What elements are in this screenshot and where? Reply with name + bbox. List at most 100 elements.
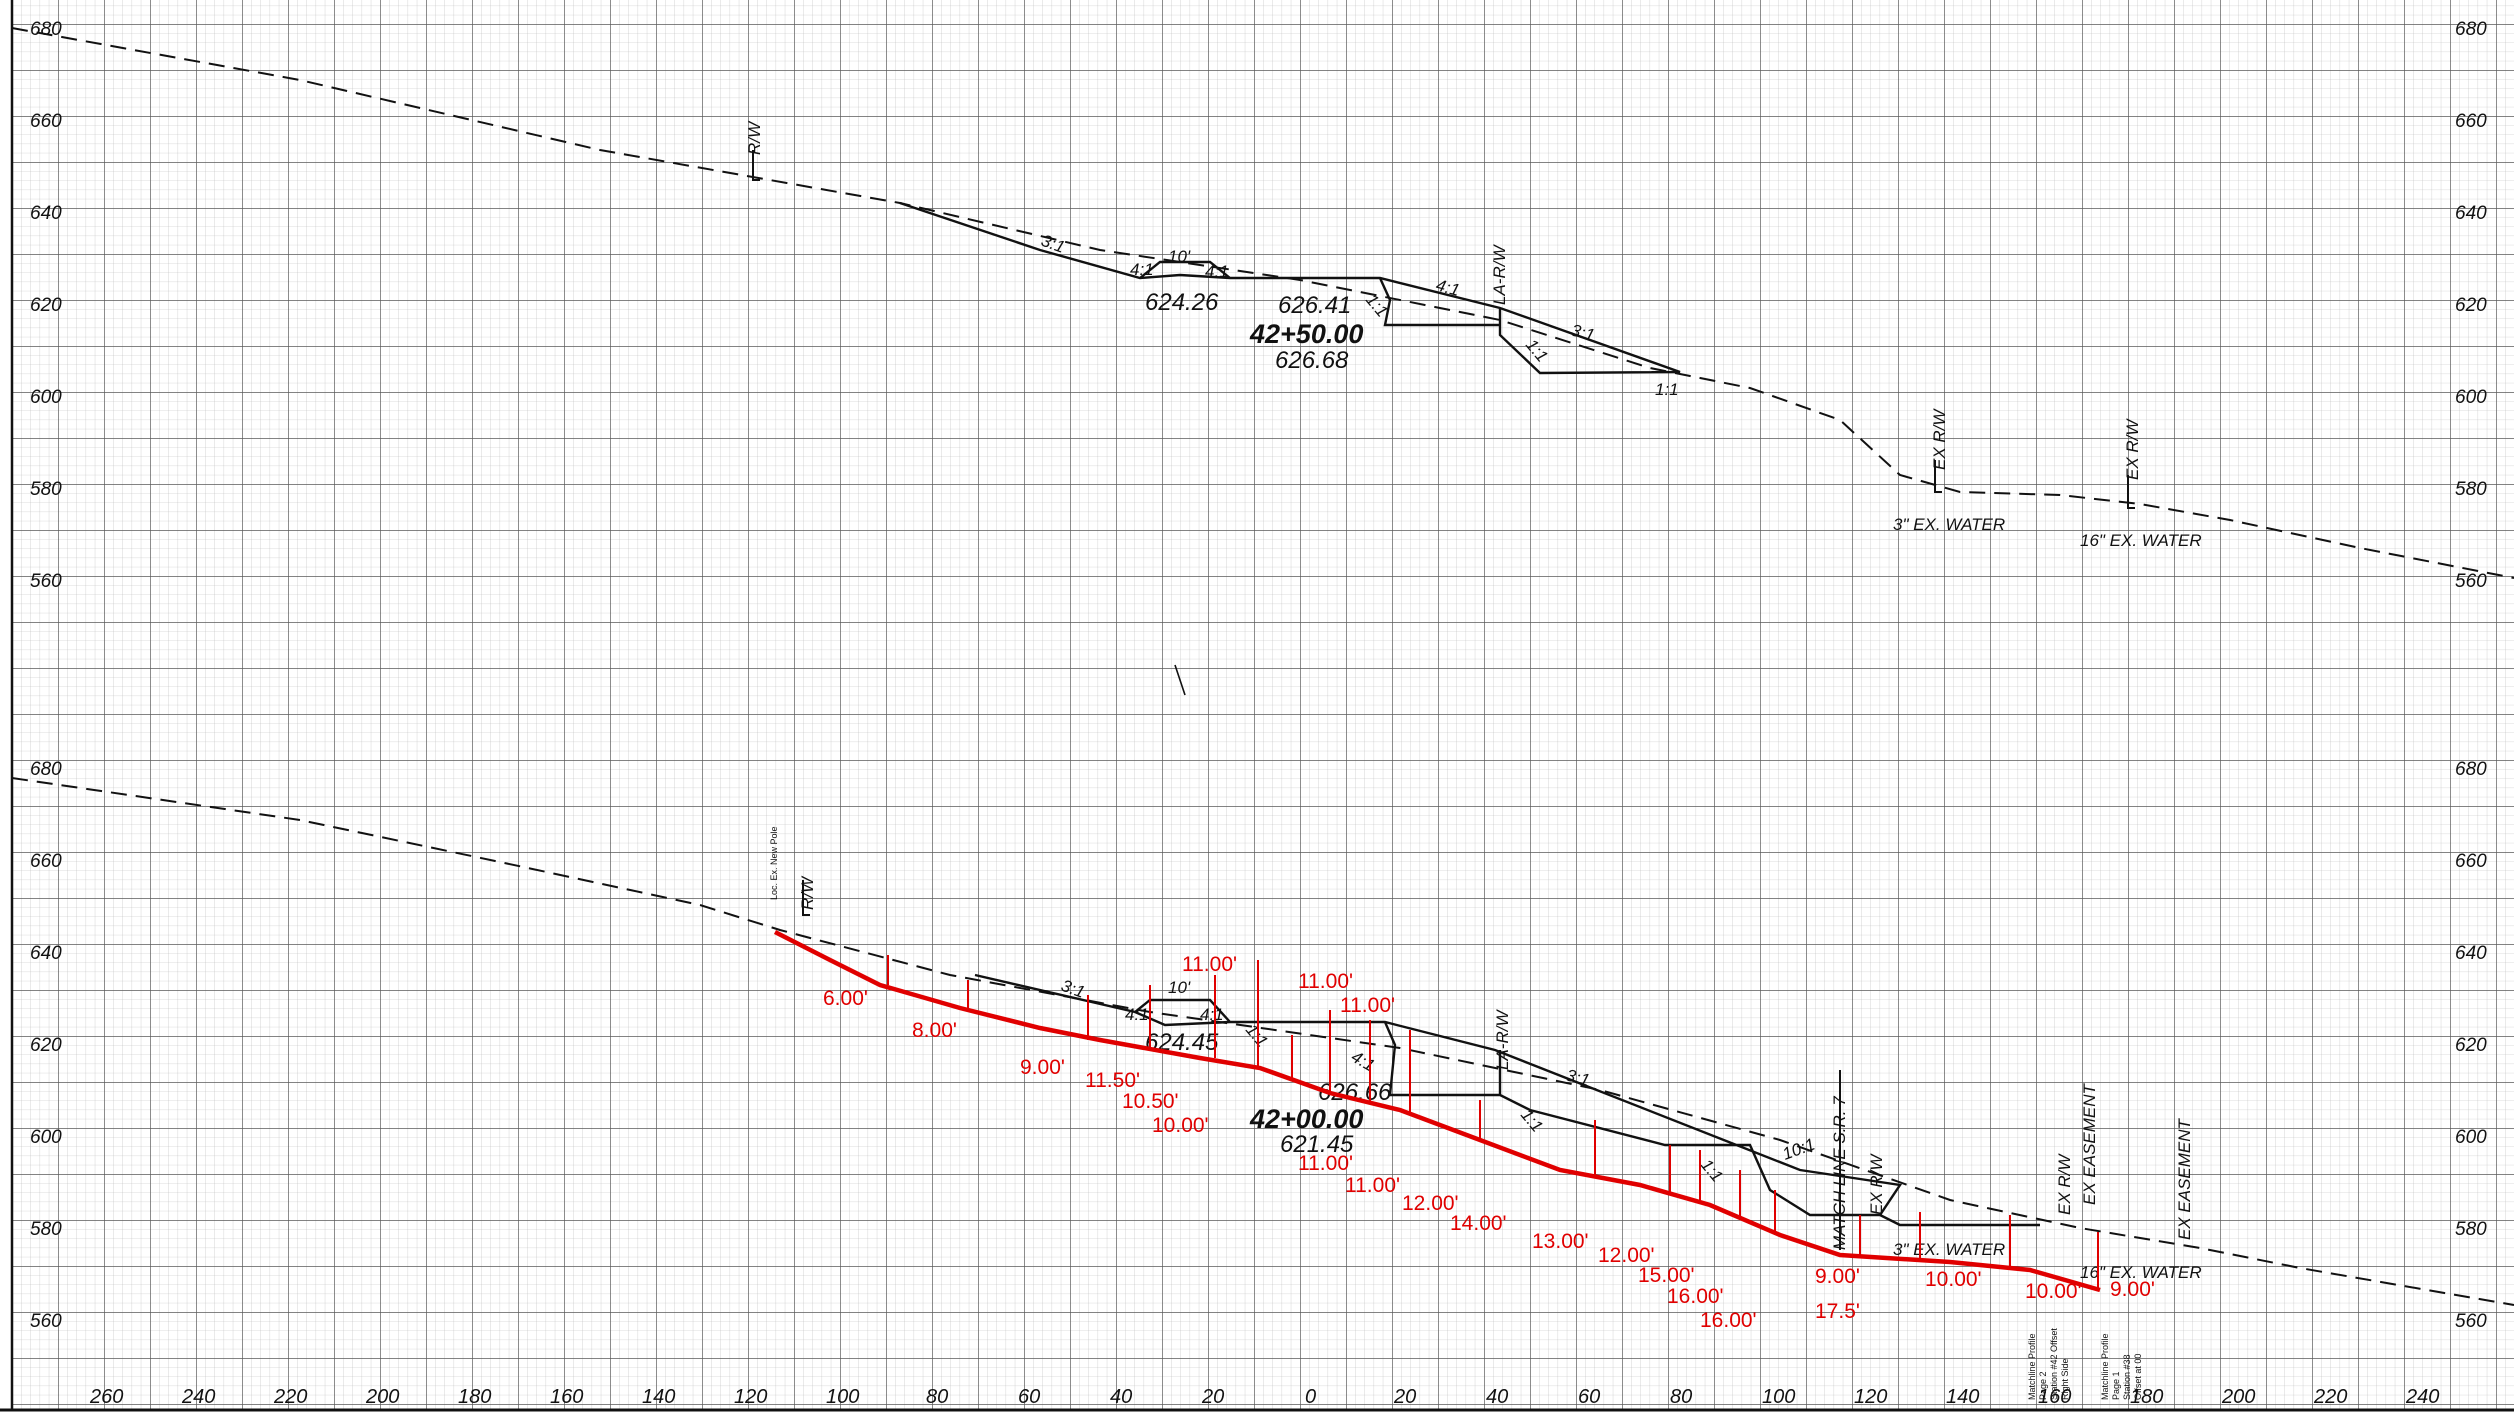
depth-label: 11.00' xyxy=(1298,1152,1353,1175)
depth-label: 15.00' xyxy=(1638,1264,1695,1287)
elev-label: 560 xyxy=(30,1311,62,1332)
lower-note: Matchline Profile xyxy=(2100,1333,2110,1400)
elev-label: 680 xyxy=(30,759,62,780)
lower-pole-note: Loc. Ex. New Pole xyxy=(769,826,779,900)
offset-label: 240 xyxy=(181,1386,215,1408)
offset-label: 260 xyxy=(89,1386,123,1408)
offset-label: 200 xyxy=(365,1386,399,1408)
depth-label: 10.00' xyxy=(1152,1114,1209,1137)
lower-note: Offset at 00 xyxy=(2133,1354,2143,1400)
elev-label: 600 xyxy=(30,1127,62,1148)
depth-label: 9.00' xyxy=(2110,1278,2155,1301)
lower-slope-label: 4:1 xyxy=(1125,1005,1149,1024)
upper-water-16-label: 16" EX. WATER xyxy=(2080,531,2202,550)
elev-label: 600 xyxy=(2455,1127,2487,1148)
upper-centerline-elevation: 626.41 xyxy=(1278,292,1351,319)
depth-label: 11.00' xyxy=(1298,970,1353,993)
lower-water-16-label: 16" EX. WATER xyxy=(2080,1263,2202,1282)
grid-paper xyxy=(12,0,2514,1410)
depth-label: 10.00' xyxy=(2025,1280,2082,1303)
upper-ditch-elevation: 624.26 xyxy=(1145,289,1219,316)
offset-label: 60 xyxy=(1018,1386,1040,1408)
upper-station-label: 42+50.00 xyxy=(1249,319,1363,349)
offset-label: 220 xyxy=(2313,1386,2347,1408)
offset-label: 220 xyxy=(273,1386,307,1408)
depth-label: 11.00' xyxy=(1340,994,1395,1017)
upper-la-rw-label: LA-R/W xyxy=(1490,244,1509,305)
lower-ex-rw-label-2: EX R/W xyxy=(2055,1153,2074,1215)
upper-water-3-label: 3" EX. WATER xyxy=(1893,515,2005,534)
lower-note: Page 2 xyxy=(2038,1371,2048,1400)
upper-slope-label: 1:1 xyxy=(1655,380,1679,399)
depth-label: 11.00' xyxy=(1345,1174,1400,1197)
offset-axis: 260 240 220 200 180 160 140 120 100 80 6… xyxy=(89,1386,2439,1408)
lower-rw-marker xyxy=(802,880,810,916)
lower-rw-label: R/W xyxy=(798,875,817,910)
depth-label: 9.00' xyxy=(1815,1265,1860,1288)
elev-label: 600 xyxy=(2455,387,2487,408)
offset-label: 100 xyxy=(1762,1386,1795,1408)
lower-note: Page 1 xyxy=(2111,1371,2121,1400)
upper-cross-section: R/W LA-R/W EX R/W EX R/W 3:1 4:1 4:1 1:1… xyxy=(11,27,2514,579)
offset-label: 80 xyxy=(926,1386,948,1408)
elev-label: 580 xyxy=(2455,1219,2487,1240)
depth-label: 8.00' xyxy=(912,1019,957,1042)
lower-ex-easement-label-2: EX EASEMENT xyxy=(2175,1117,2194,1240)
lower-match-line-label: MATCH LINE S.R. 7 xyxy=(1830,1096,1849,1250)
offset-label: 40 xyxy=(1110,1386,1132,1408)
offset-label: 20 xyxy=(1201,1386,1224,1408)
elev-label: 640 xyxy=(2455,203,2487,224)
lower-note: Station #42 Offset xyxy=(2049,1328,2059,1400)
depth-label: 16.00' xyxy=(1667,1285,1724,1308)
elev-label: 560 xyxy=(2455,571,2487,592)
elev-label: 580 xyxy=(2455,479,2487,500)
offset-label: 120 xyxy=(734,1386,767,1408)
depth-label: 13.00' xyxy=(1532,1230,1589,1253)
upper-ex-rw-marker xyxy=(1934,460,1942,493)
elev-label: 680 xyxy=(30,19,62,40)
lower-slope-label: 4:1 xyxy=(1200,1005,1224,1024)
section-divider xyxy=(1174,664,1186,696)
elevation-axis-left: 680 660 640 620 600 580 560 680 660 640 … xyxy=(30,19,62,1332)
offset-label: 160 xyxy=(2038,1386,2071,1408)
elev-label: 620 xyxy=(30,1035,62,1056)
lower-note: Right Side xyxy=(2060,1358,2070,1400)
depth-label: 16.00' xyxy=(1700,1309,1757,1332)
offset-label: 100 xyxy=(826,1386,859,1408)
upper-ex-rw-label-2: EX R/W xyxy=(2123,418,2142,480)
lower-ex-rw-label: EX R/W xyxy=(1867,1153,1886,1215)
offset-label: 120 xyxy=(1854,1386,1887,1408)
elevation-axis-right: 680 660 640 620 600 580 560 680 660 640 … xyxy=(2455,19,2487,1332)
offset-label: 140 xyxy=(1946,1386,1979,1408)
depth-label: 10.00' xyxy=(1925,1268,1982,1291)
elev-label: 600 xyxy=(30,387,62,408)
lower-width-label: 10' xyxy=(1168,978,1191,997)
lower-ex-easement-label: EX EASEMENT xyxy=(2080,1082,2099,1205)
elev-label: 560 xyxy=(30,571,62,592)
depth-label: 12.00' xyxy=(1402,1192,1459,1215)
upper-width-label: 10' xyxy=(1168,247,1191,266)
depth-ticks xyxy=(887,955,2099,1290)
lower-proposed-template xyxy=(974,973,2040,1227)
elev-label: 620 xyxy=(2455,1035,2487,1056)
offset-label: 200 xyxy=(2221,1386,2255,1408)
lower-note: Station #38 xyxy=(2122,1354,2132,1400)
offset-label: 160 xyxy=(550,1386,583,1408)
elev-label: 660 xyxy=(2455,851,2487,872)
lower-existing-ground-line xyxy=(11,777,2514,1306)
elev-label: 560 xyxy=(2455,1311,2487,1332)
depth-label: 11.00' xyxy=(1182,953,1237,976)
offset-label: 20 xyxy=(1393,1386,1416,1408)
upper-ex-rw-label: EX R/W xyxy=(1930,408,1949,470)
lower-station-label: 42+00.00 xyxy=(1249,1104,1363,1134)
elev-label: 580 xyxy=(30,479,62,500)
elev-label: 580 xyxy=(30,1219,62,1240)
offset-label: 60 xyxy=(1578,1386,1600,1408)
offset-label: 40 xyxy=(1486,1386,1508,1408)
upper-rw-marker xyxy=(752,150,760,181)
elev-label: 620 xyxy=(2455,295,2487,316)
depth-label: 17.5' xyxy=(1815,1300,1860,1323)
offset-label: 80 xyxy=(1670,1386,1692,1408)
depth-label: 14.00' xyxy=(1450,1212,1507,1235)
